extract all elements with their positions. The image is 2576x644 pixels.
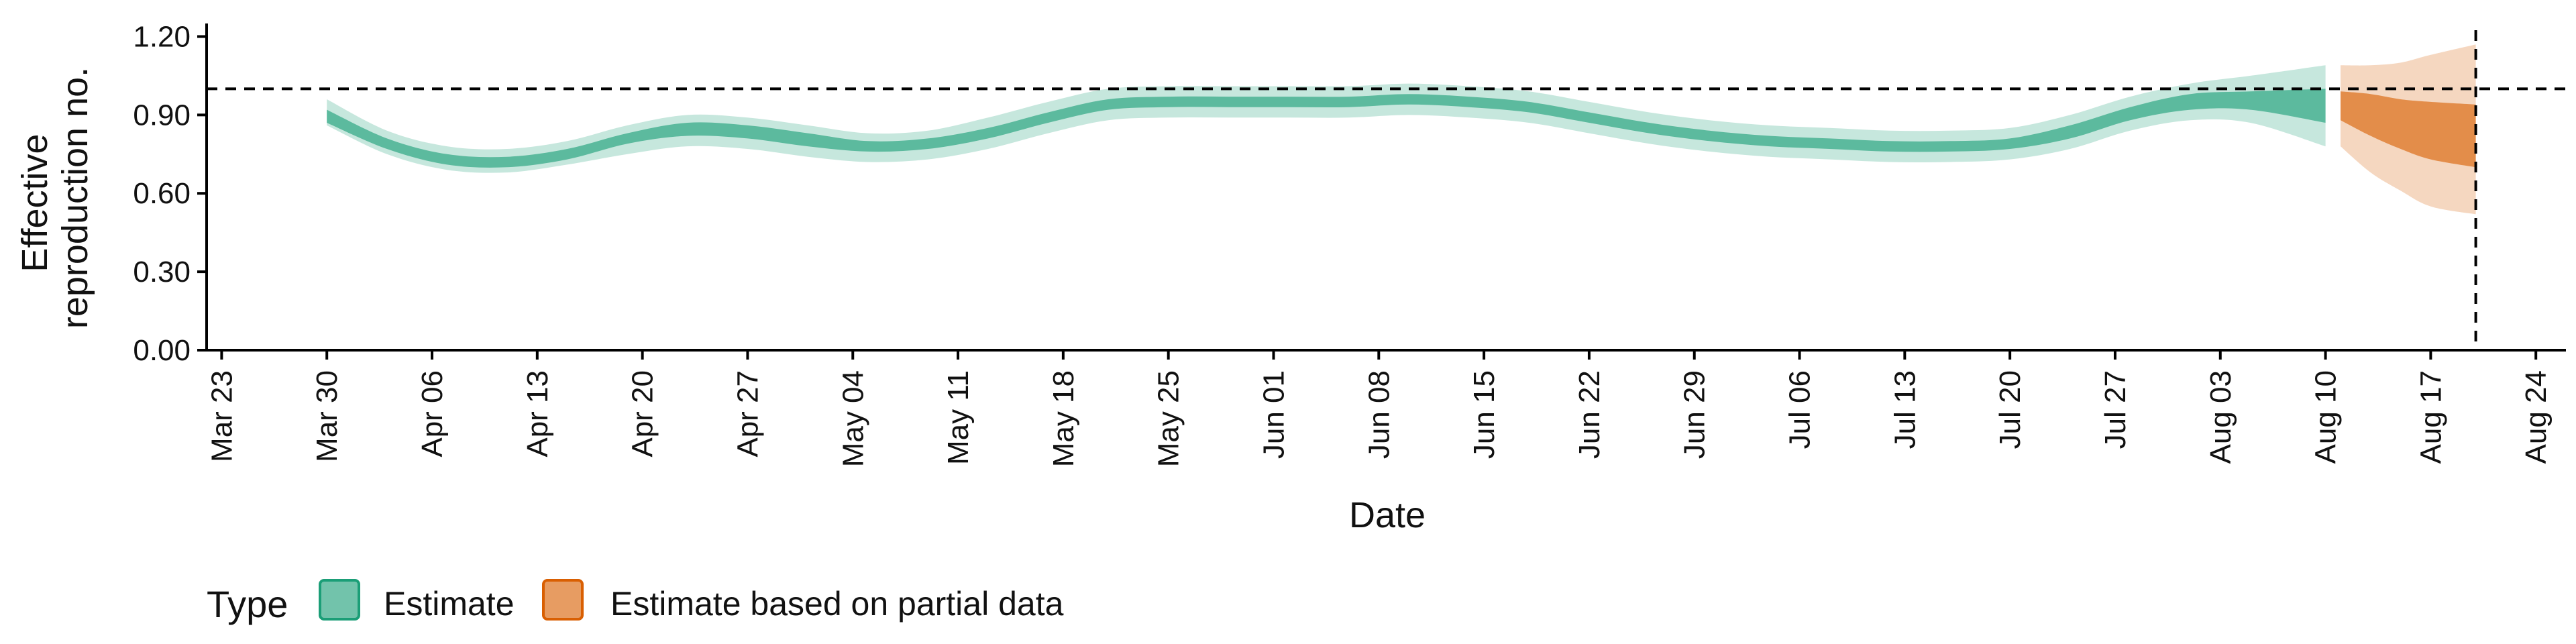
y-tick-label: 0.30 <box>133 256 191 288</box>
axes <box>205 23 2566 352</box>
bands <box>327 44 2476 215</box>
legend: Type Estimate Estimate based on partial … <box>207 579 1064 625</box>
y-tick-label: 0.60 <box>133 177 191 210</box>
x-tick-label: Mar 30 <box>311 370 343 462</box>
x-tick-label: Jul 06 <box>1784 370 1817 449</box>
band-inner-estimate <box>327 89 2326 168</box>
y-tick-label: 1.20 <box>133 20 191 53</box>
x-tick-label: Apr 27 <box>731 370 764 458</box>
y-axis-title-line-1: Effective <box>15 133 55 272</box>
x-tick-label: Jul 27 <box>2099 370 2132 449</box>
x-axis-title: Date <box>1349 495 1426 535</box>
x-tick-label: Aug 10 <box>2310 370 2343 464</box>
y-axis-title-line-2: reproduction no. <box>55 67 95 329</box>
x-tick-label: May 18 <box>1047 370 1080 467</box>
x-tick-label: May 04 <box>837 370 869 467</box>
x-tick-label: Apr 20 <box>627 370 659 458</box>
x-tick-label: Jun 22 <box>1573 370 1606 459</box>
y-tick-label: 0.00 <box>133 334 191 367</box>
x-tick-label: Mar 23 <box>205 370 238 462</box>
legend-key-partial <box>542 579 584 621</box>
x-tick-label: Jul 13 <box>1888 370 1921 449</box>
x-tick-label: May 25 <box>1152 370 1185 467</box>
x-tick-label: Aug 03 <box>2204 370 2237 464</box>
legend-title: Type <box>207 583 288 625</box>
x-tick-label: Apr 06 <box>416 370 449 458</box>
y-ticks: 0.00 0.30 0.60 0.90 1.20 <box>133 20 207 367</box>
legend-label-partial: Estimate based on partial data <box>610 585 1064 623</box>
legend-key-estimate <box>319 579 360 621</box>
reference-lines <box>207 30 2566 350</box>
legend-label-estimate: Estimate <box>384 585 515 623</box>
band-outer-estimate <box>327 65 2326 173</box>
x-tick-label: Jun 29 <box>1678 370 1711 459</box>
y-tick-label: 0.90 <box>133 99 191 131</box>
x-tick-label: Aug 24 <box>2520 370 2553 464</box>
x-tick-label: Jul 20 <box>1994 370 2027 449</box>
x-tick-label: Jun 01 <box>1258 370 1291 459</box>
band-inner-partial <box>2341 91 2476 168</box>
x-tick-label: Jun 15 <box>1468 370 1501 459</box>
x-tick-label: Apr 13 <box>521 370 554 458</box>
x-tick-label: Aug 17 <box>2414 370 2447 464</box>
x-ticks: Mar 23 Mar 30 Apr 06 Apr 13 Apr 20 Apr 27 May … <box>205 350 2553 467</box>
x-tick-label: Jun 08 <box>1362 370 1395 459</box>
x-tick-label: May 11 <box>942 370 975 465</box>
y-axis-title: Effective reproduction no. <box>15 67 95 329</box>
